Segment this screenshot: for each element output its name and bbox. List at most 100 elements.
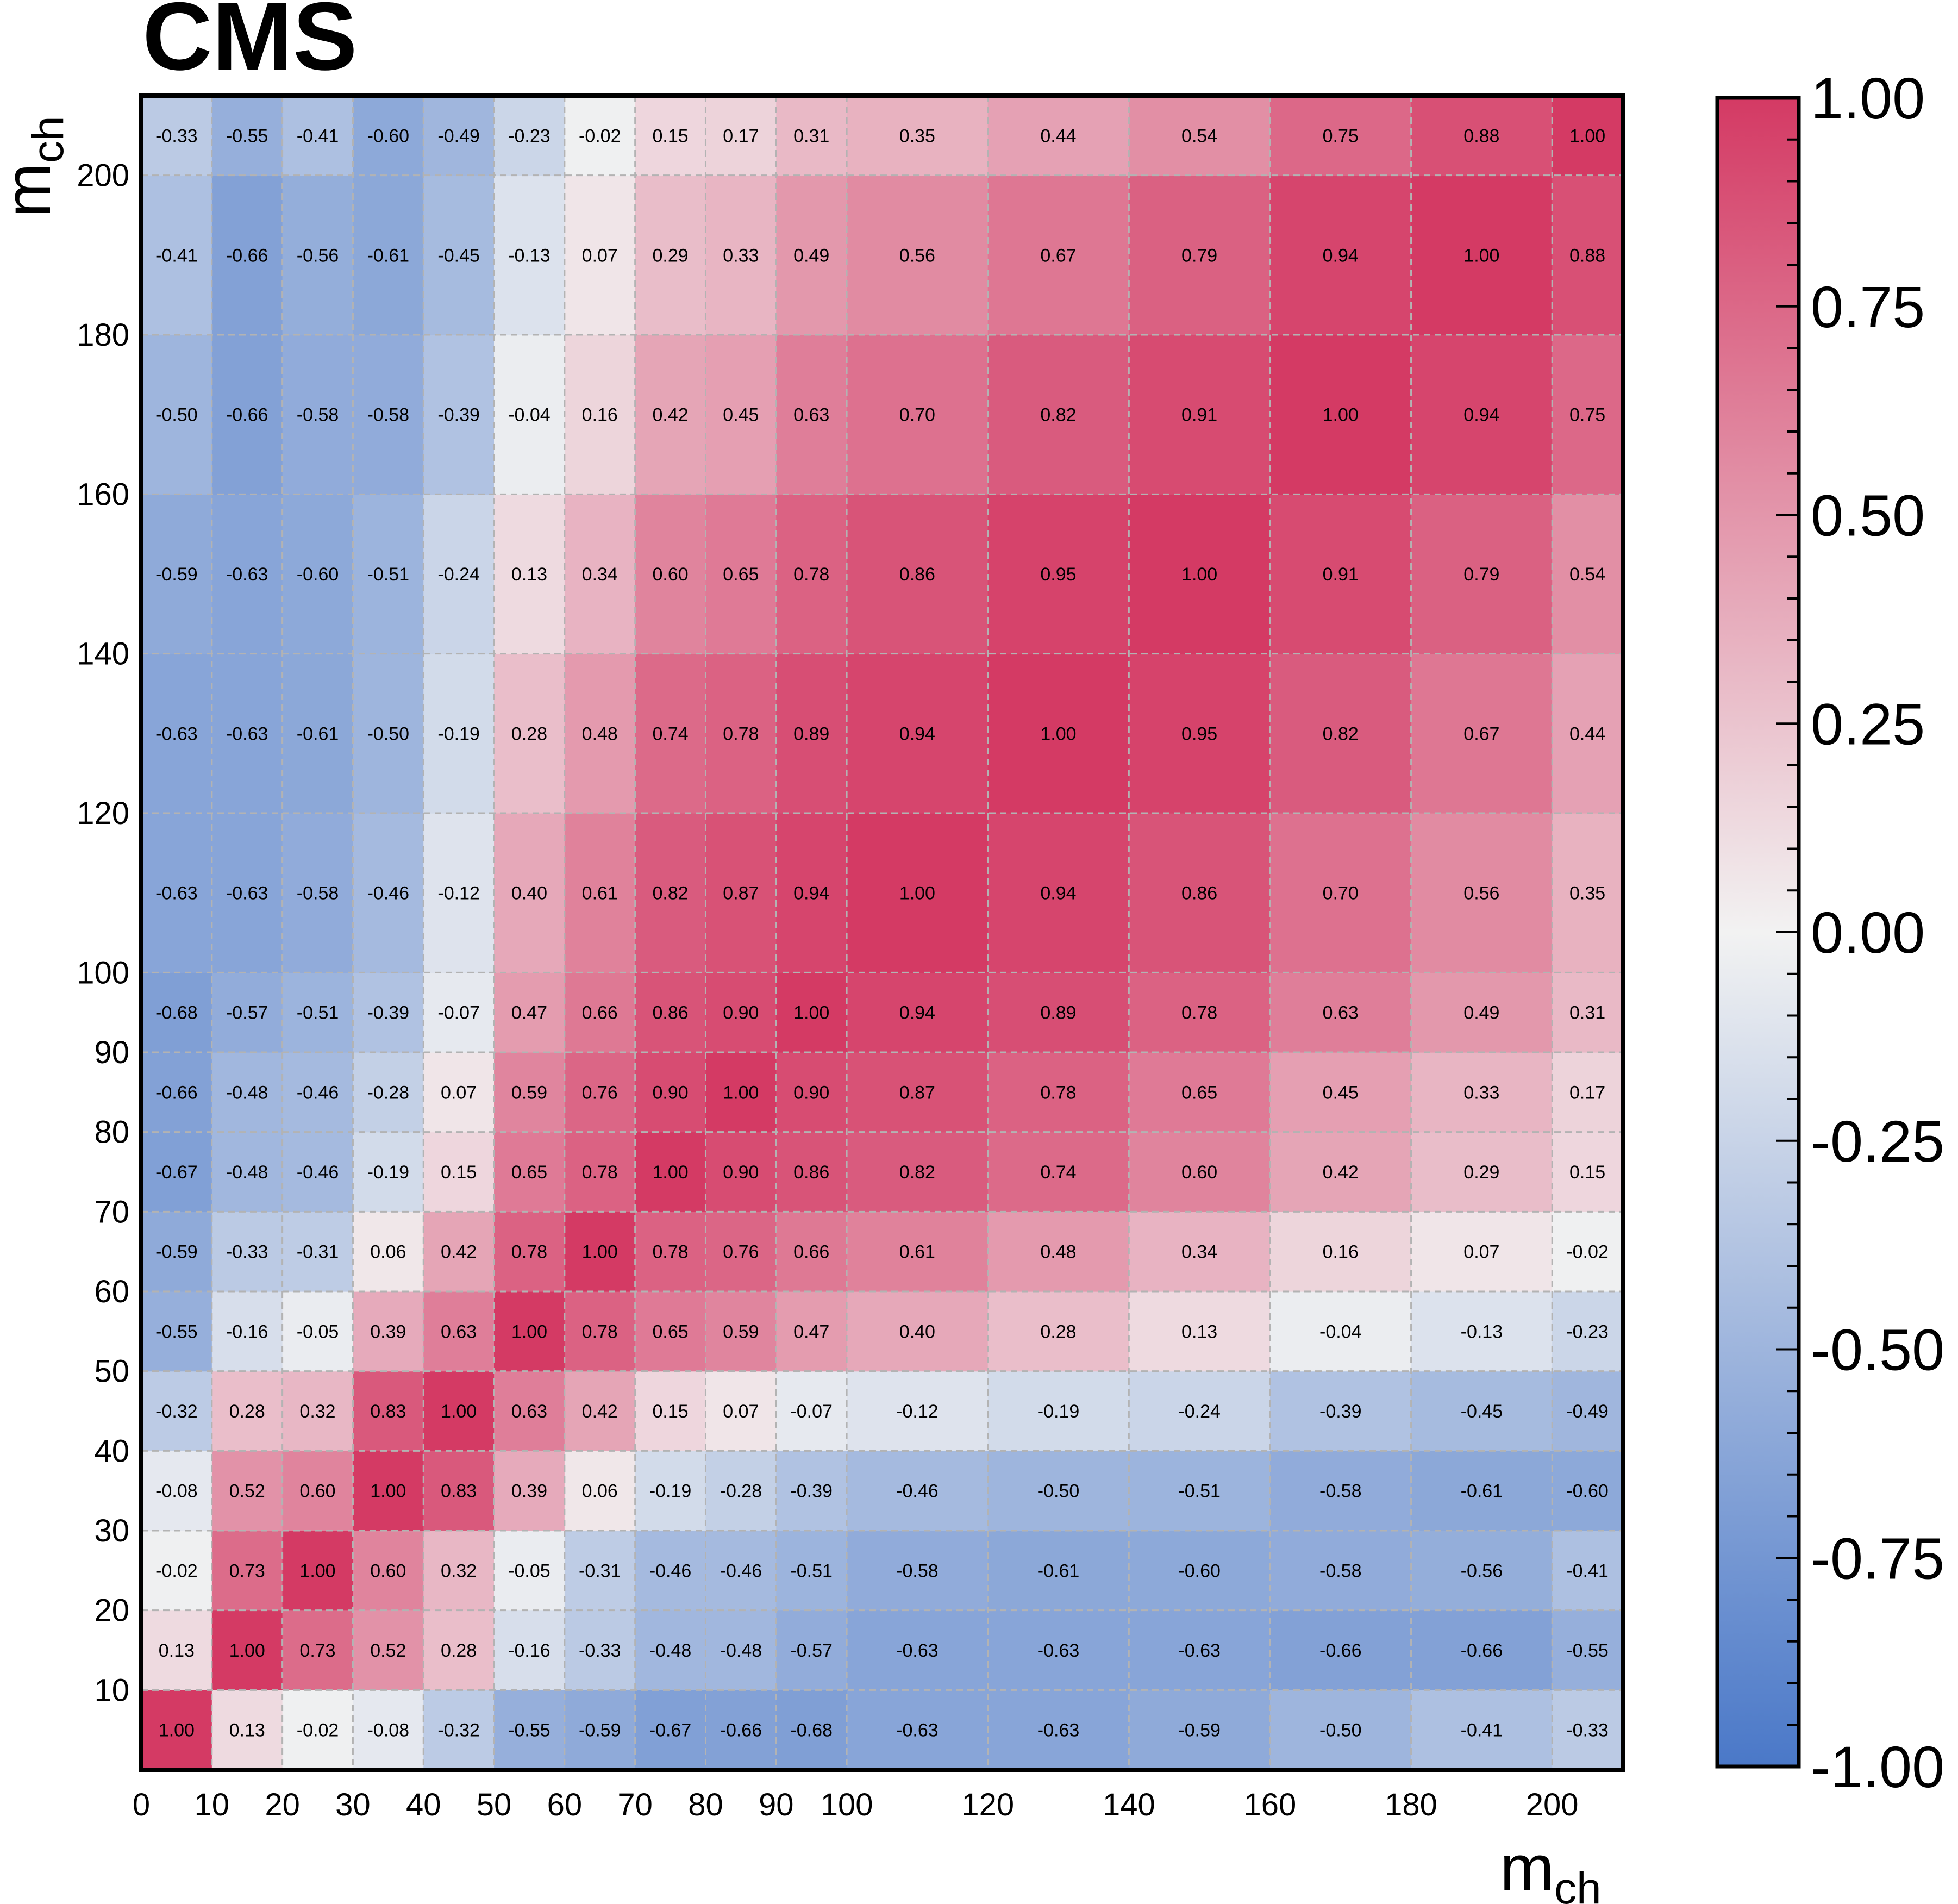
cell-value-label: -0.12: [437, 883, 480, 904]
cell-value-label: -0.39: [790, 1481, 833, 1502]
heatmap-cell: [1552, 1291, 1623, 1372]
heatmap-cell: [564, 653, 636, 814]
heatmap-cell: [1552, 175, 1623, 335]
cell-value-label: 1.00: [299, 1560, 335, 1581]
cell-value-label: -0.08: [155, 1481, 198, 1502]
cell-value-label: -0.48: [649, 1640, 692, 1661]
heatmap-cell: [353, 653, 424, 814]
heatmap-cell: [635, 1690, 706, 1770]
heatmap-cell: [211, 653, 283, 814]
heatmap-cell: [353, 1291, 424, 1372]
heatmap-cell: [705, 1690, 777, 1770]
heatmap-cell: [564, 96, 636, 176]
heatmap-cell: [211, 813, 283, 973]
cell-value-label: 0.88: [1569, 245, 1605, 266]
colorbar-tick-label: 0.50: [1811, 483, 1925, 548]
cell-value-label: -0.07: [437, 1003, 480, 1023]
cell-value-label: -0.61: [1461, 1481, 1503, 1502]
heatmap-cell: [1129, 1610, 1271, 1690]
cell-value-label: -0.39: [437, 405, 480, 426]
heatmap-cell: [635, 494, 706, 654]
cell-value-label: 0.29: [652, 245, 688, 266]
heatmap-cell: [211, 175, 283, 335]
heatmap-cell: [141, 1132, 212, 1212]
cell-value-label: 0.73: [229, 1560, 265, 1581]
heatmap-cell: [282, 1690, 354, 1770]
heatmap-cell: [353, 335, 424, 495]
heatmap-cell: [141, 653, 212, 814]
heatmap-cell: [987, 494, 1129, 654]
cell-value-label: 0.52: [370, 1640, 406, 1661]
heatmap-cell: [564, 813, 636, 973]
cell-value-label: 0.60: [299, 1481, 335, 1502]
cell-value-label: -0.02: [155, 1560, 198, 1581]
heatmap-cell: [1411, 1610, 1553, 1690]
cell-value-label: -0.31: [297, 1242, 339, 1263]
cell-value-label: 0.79: [1181, 245, 1217, 266]
cell-value-label: 0.42: [1323, 1162, 1359, 1183]
heatmap-cell: [141, 494, 212, 654]
cell-value-label: -0.67: [649, 1720, 692, 1741]
heatmap-cell: [847, 1371, 989, 1451]
heatmap-cell: [776, 96, 847, 176]
heatmap-cell: [776, 1451, 847, 1531]
heatmap-cell: [1129, 175, 1271, 335]
cell-value-label: -0.23: [508, 126, 551, 146]
cell-value-label: 0.65: [511, 1162, 547, 1183]
heatmap-cell: [564, 175, 636, 335]
cell-value-label: 0.65: [723, 564, 759, 585]
cell-value-label: 0.76: [582, 1082, 618, 1103]
heatmap-cell: [282, 1291, 354, 1372]
cell-value-label: -0.02: [579, 126, 621, 146]
heatmap-cell: [211, 1291, 283, 1372]
heatmap-cell: [847, 1690, 989, 1770]
x-axis-label-main: m: [1500, 1832, 1554, 1904]
heatmap-cell: [564, 335, 636, 495]
heatmap-cell: [494, 1052, 565, 1133]
cell-value-label: -0.19: [1037, 1401, 1080, 1422]
heatmap-cell: [141, 972, 212, 1053]
cell-value-label: 0.32: [299, 1401, 335, 1422]
heatmap-cell: [141, 1371, 212, 1451]
cell-value-label: 0.13: [229, 1720, 265, 1741]
cell-value-label: 0.74: [1040, 1162, 1076, 1183]
heatmap-cell: [141, 1052, 212, 1133]
cell-value-label: 0.28: [1040, 1321, 1076, 1342]
cell-value-label: 0.87: [723, 883, 759, 904]
cell-value-label: -0.48: [226, 1162, 268, 1183]
y-tick-label: 70: [94, 1194, 129, 1229]
heatmap-cell: [1552, 1132, 1623, 1212]
x-tick-label: 0: [133, 1787, 150, 1822]
x-tick-label: 20: [265, 1787, 300, 1822]
heatmap-cell: [423, 1212, 495, 1292]
colorbar-tick-label: 0.00: [1811, 900, 1925, 965]
cell-value-label: -0.13: [1461, 1321, 1503, 1342]
heatmap-cell: [494, 1531, 565, 1611]
y-tick-label: 200: [77, 158, 129, 193]
heatmap-cell: [847, 335, 989, 495]
heatmap-cell: [494, 1371, 565, 1451]
heatmap-cell: [282, 1212, 354, 1292]
cell-value-label: 0.73: [299, 1640, 335, 1661]
cell-value-label: -0.60: [1566, 1481, 1609, 1502]
heatmap-cell: [1129, 1451, 1271, 1531]
cell-value-label: -0.51: [790, 1560, 833, 1581]
heatmap-cell: [494, 494, 565, 654]
heatmap-cell: [635, 1132, 706, 1212]
y-tick-label: 60: [94, 1274, 129, 1309]
heatmap-cell: [1129, 653, 1271, 814]
cell-value-label: -0.61: [297, 723, 339, 744]
heatmap-cell: [1552, 1610, 1623, 1690]
cell-value-label: 0.40: [899, 1321, 935, 1342]
heatmap-cell: [1411, 494, 1553, 654]
cell-value-label: -0.19: [367, 1162, 410, 1183]
cell-value-label: -0.46: [896, 1481, 939, 1502]
x-tick-label: 160: [1244, 1787, 1297, 1822]
cell-value-label: -0.51: [367, 564, 410, 585]
y-tick-label: 80: [94, 1115, 129, 1150]
cell-value-label: -0.16: [508, 1640, 551, 1661]
cell-value-label: 0.31: [1569, 1003, 1605, 1023]
cell-value-label: 0.70: [899, 405, 935, 426]
heatmap-cell: [987, 96, 1129, 176]
cell-value-label: 0.94: [899, 1003, 935, 1023]
